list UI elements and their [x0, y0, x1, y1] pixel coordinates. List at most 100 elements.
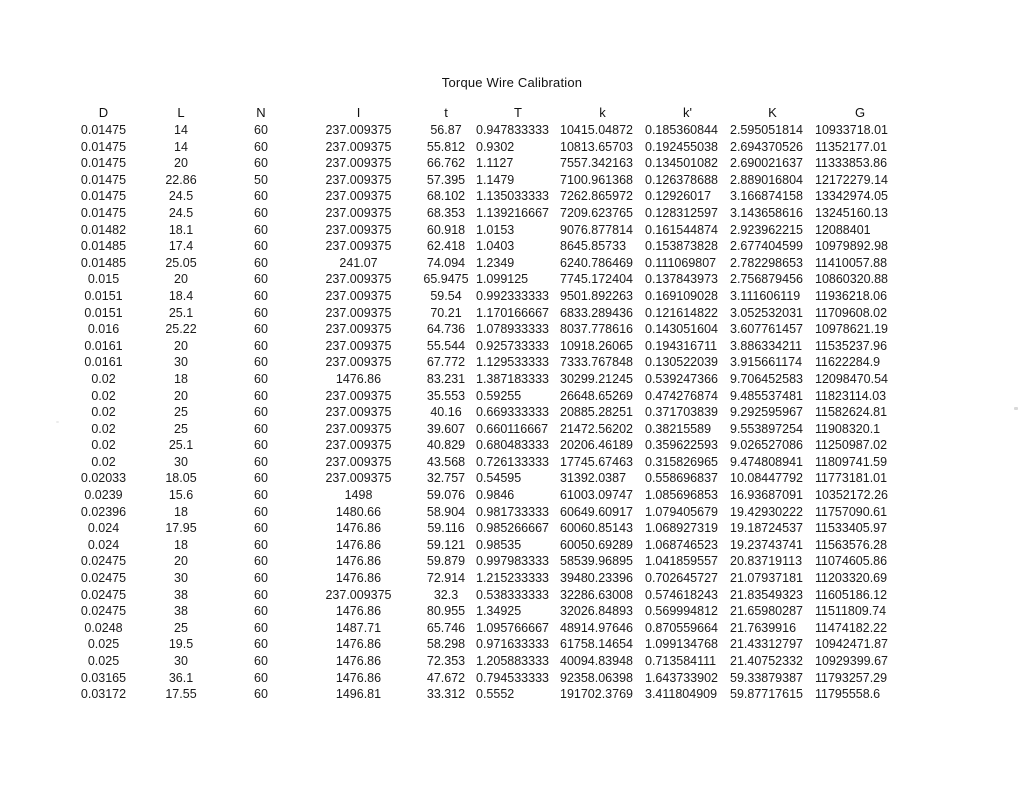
table-cell: 38	[174, 604, 188, 619]
table-cell: 60	[254, 604, 268, 619]
table-cell: 9.706452583	[730, 371, 803, 386]
table-cell: 0.024	[87, 521, 120, 536]
table-cell: 13342974.05	[815, 189, 888, 204]
table-cell: 237.009375	[325, 189, 392, 204]
table-cell: 237.009375	[325, 123, 392, 137]
table-cell: 50	[254, 172, 268, 187]
table-cell: 191702.3769	[560, 687, 633, 702]
table-cell: 60	[254, 189, 268, 204]
table-cell: 1.068927319	[645, 521, 718, 536]
table-cell: 11535237.96	[815, 338, 888, 353]
table-cell: 237.009375	[325, 139, 392, 154]
table-cell: 0.02475	[80, 554, 127, 569]
table-cell: 0.02	[91, 421, 116, 436]
table-cell: 11908320.1	[815, 421, 881, 436]
table-cell: 60050.69289	[560, 537, 633, 552]
table-cell: 19.23743741	[730, 537, 803, 552]
table-cell: 237.009375	[325, 222, 392, 237]
table-cell: 0.925733333	[476, 338, 549, 353]
table-row: 0.0239 15.6 60 1498 59.076 0.9846 61003.09747 1…	[66, 487, 905, 504]
table-cell: 60	[254, 355, 268, 370]
table-cell: 11757090.61	[815, 504, 888, 519]
table-cell: 10933718.01	[815, 123, 888, 137]
table-cell: 36.1	[168, 670, 194, 685]
table-cell: 30	[174, 454, 188, 469]
table-cell: 59.076	[426, 488, 466, 503]
table-cell: 25.05	[165, 255, 197, 270]
table-cell: 2.782298653	[730, 255, 803, 270]
table-cell: 38	[174, 587, 188, 602]
table-row: 0.0161 30 60 237.009375 67.772 1.129533333 733…	[66, 354, 905, 371]
table-cell: 20	[174, 554, 188, 569]
table-cell: 11823114.03	[815, 388, 887, 403]
table-cell: 1.135033333	[476, 189, 549, 204]
table-cell: 58.298	[426, 637, 466, 652]
table-row: 0.01485 17.4 60 237.009375 62.418 1.0403 8645.…	[66, 238, 905, 255]
table-cell: 21.7639916	[730, 620, 797, 635]
table-cell: 0.02396	[80, 504, 127, 519]
table-cell: 59.87717615	[730, 687, 803, 702]
table-cell: 24.5	[168, 189, 194, 204]
table-cell: 237.009375	[325, 305, 392, 320]
table-cell: 60	[254, 637, 268, 652]
table-cell: 0.713584111	[645, 654, 717, 668]
table-cell: 10918.26065	[560, 338, 633, 353]
table-cell: 0.54595	[476, 471, 522, 486]
table-cell: 0.02	[91, 454, 116, 469]
table-cell: 66.762	[426, 156, 466, 171]
table-row: 0.01475 14 60 237.009375 56.87 0.947833333 104…	[66, 122, 905, 139]
table-cell: 1.387183333	[476, 371, 549, 386]
table-cell: 20885.28251	[560, 405, 633, 420]
table-cell: 9.553897254	[730, 421, 803, 436]
table-cell: 11582624.81	[815, 405, 888, 420]
table-cell: 0.02475	[80, 587, 127, 602]
table-cell: 19.5	[168, 637, 194, 652]
table-cell: 60	[254, 405, 268, 420]
table-cell: 1.170166667	[476, 305, 549, 320]
table-cell: 1476.86	[335, 521, 382, 536]
table-row: 0.02 20 60 237.009375 35.553 0.59255 26648.652…	[66, 388, 905, 405]
table-cell: 1476.86	[335, 637, 382, 652]
column-header-G: G	[854, 105, 866, 120]
table-cell: 0.794533333	[476, 670, 549, 685]
table-cell: 60	[254, 156, 268, 171]
table-cell: 60649.60917	[560, 504, 633, 519]
table-cell: 60	[254, 504, 268, 519]
table-cell: 60	[254, 670, 268, 685]
table-cell: 1496.81	[335, 687, 382, 702]
table-cell: 25	[174, 421, 188, 436]
table-cell: 0.126378688	[645, 172, 718, 187]
table-cell: 0.669333333	[476, 405, 549, 420]
table-cell: 60	[254, 687, 268, 702]
table-cell: 17.4	[168, 239, 194, 254]
table-cell: 0.130522039	[645, 355, 718, 370]
table-cell: 59.879	[426, 554, 466, 569]
table-cell: 18	[174, 504, 188, 519]
table-cell: 3.411804909	[645, 687, 718, 702]
table-cell: 11563576.28	[815, 537, 888, 552]
table-cell: 0.02	[91, 405, 116, 420]
column-header-I: I	[356, 105, 361, 120]
table-cell: 21.40752332	[730, 654, 803, 668]
table-cell: 60	[254, 288, 268, 303]
table-cell: 1.139216667	[476, 205, 549, 220]
table-cell: 21472.56202	[560, 421, 633, 436]
table-body: 0.01475 14 60 237.009375 56.87 0.947833333 104…	[66, 122, 905, 703]
table-cell: 17.55	[165, 687, 197, 702]
scan-artifact	[56, 421, 59, 423]
table-cell: 58539.96895	[560, 554, 633, 569]
table-cell: 8645.85733	[560, 239, 627, 254]
table-cell: 1.0153	[476, 222, 515, 237]
table-cell: 0.161544874	[645, 222, 718, 237]
table-cell: 56.87	[430, 123, 462, 137]
table-cell: 60	[254, 620, 268, 635]
table-cell: 0.03165	[80, 670, 127, 685]
table-cell: 32.3	[433, 587, 459, 602]
table-cell: 0.538333333	[476, 587, 549, 602]
table-cell: 1480.66	[335, 504, 382, 519]
column-header-D: D	[98, 105, 109, 120]
table-cell: 11795558.6	[815, 687, 881, 702]
table-cell: 19.18724537	[730, 521, 803, 536]
table-row: 0.02475 20 60 1476.86 59.879 0.997983333 58539…	[66, 553, 905, 570]
